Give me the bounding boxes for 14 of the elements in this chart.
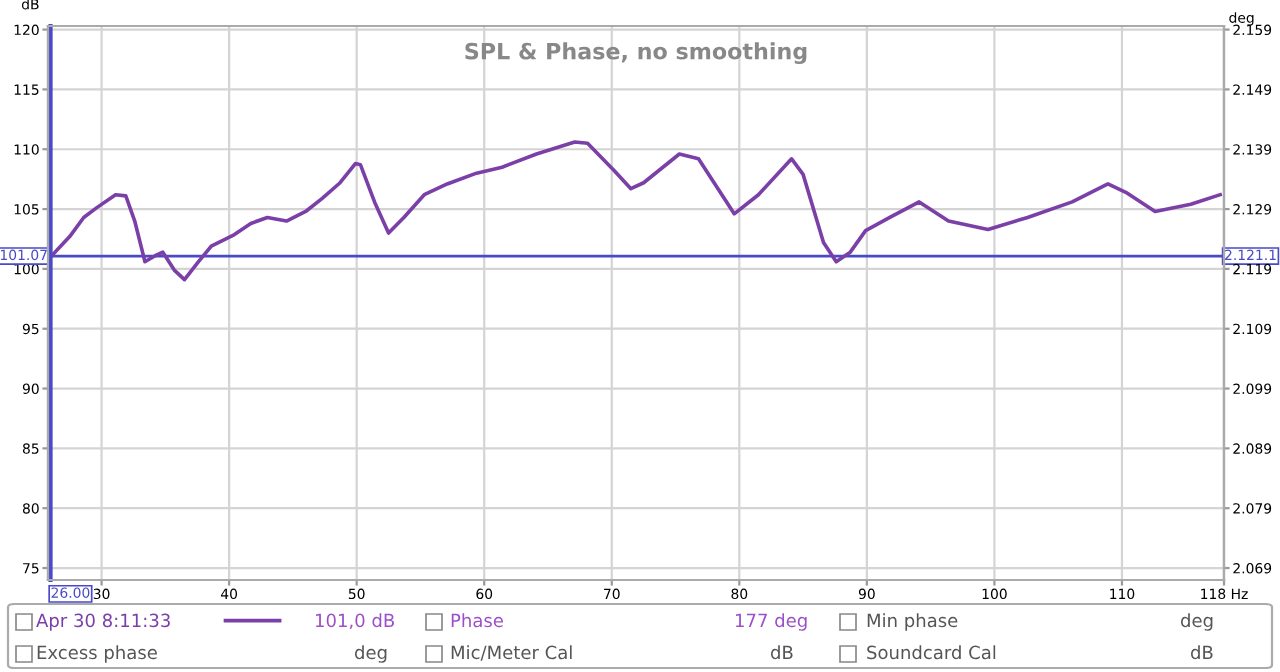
line-series — [48, 140, 1222, 282]
text: Phase — [451, 613, 503, 628]
text: SPL & Phase, no smoothing — [465, 42, 807, 65]
text: Mic/Meter Cal — [451, 645, 572, 661]
text: deg — [1181, 613, 1213, 631]
text: Min phase — [867, 613, 958, 631]
text: Soundcard Cal — [867, 645, 996, 660]
text: dB — [1191, 645, 1213, 660]
text: Apr 30 8:11:33 — [36, 613, 170, 631]
text: 177 deg — [735, 613, 807, 631]
text: 101,0 dB — [315, 613, 394, 630]
text: deg — [355, 645, 387, 663]
text: Excess phase — [37, 645, 157, 663]
text: dB — [771, 645, 793, 660]
